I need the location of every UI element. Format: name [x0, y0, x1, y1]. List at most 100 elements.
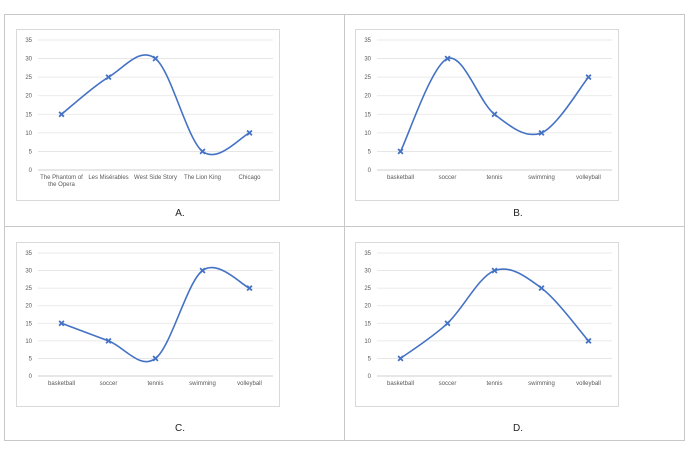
chart-b-svg: 0 5 10 15 20 25 30 35 basketball soccer tennis swim… [364, 38, 612, 181]
y-tick-label: 5 [29, 149, 33, 155]
data-point-marker [491, 111, 498, 118]
data-point-marker [105, 74, 112, 81]
x-tick-label: soccer [100, 381, 118, 387]
y-tick-label: 35 [25, 251, 32, 257]
y-tick-label: 35 [364, 251, 371, 257]
x-tick-label: the Opera [48, 182, 75, 188]
data-point-marker [246, 285, 253, 292]
x-tick-label: swimming [528, 381, 555, 387]
data-point-marker [199, 148, 206, 155]
y-tick-label: 5 [368, 356, 372, 362]
y-tick-label: 25 [25, 286, 32, 292]
data-point-marker [585, 74, 592, 81]
marker-stroke [105, 74, 112, 81]
marker-stroke [199, 267, 206, 274]
y-tick-label: 20 [25, 304, 32, 310]
y-tick-label: 0 [29, 168, 33, 174]
data-point-marker [444, 55, 451, 62]
y-tick-label: 25 [25, 75, 32, 81]
y-tick-label: 0 [29, 374, 33, 380]
x-tick-label: Les Misérables [88, 175, 128, 181]
data-point-marker [246, 129, 253, 136]
marker-stroke [538, 285, 545, 292]
marker-stroke [246, 129, 253, 136]
y-tick-label: 0 [368, 374, 372, 380]
x-tick-label: volleyball [237, 381, 262, 387]
y-tick-label: 30 [25, 57, 32, 63]
chart-d-svg: 0 5 10 15 20 25 30 35 basketball soccer tennis swim… [364, 251, 612, 387]
data-point-marker [397, 148, 404, 155]
series-line-d [400, 268, 590, 360]
y-tick-label: 15 [25, 321, 32, 327]
marker-stroke [152, 55, 159, 62]
y-tick-label: 15 [25, 112, 32, 118]
y-tick-label: 30 [25, 269, 32, 275]
y-tick-label: 5 [29, 356, 33, 362]
data-point-marker [58, 320, 65, 327]
marker-stroke [491, 267, 498, 274]
data-point-marker [397, 355, 404, 362]
x-tick-label: soccer [439, 175, 457, 181]
data-point-marker [152, 55, 159, 62]
x-tick-label: basketball [387, 381, 414, 387]
y-tick-label: 35 [25, 38, 32, 44]
marker-stroke [246, 285, 253, 292]
panel-a: 0 5 10 15 20 25 30 35 The Phantom of the Opera Les… [4, 14, 345, 227]
y-tick-label: 35 [364, 38, 371, 44]
marker-stroke [585, 74, 592, 81]
panel-b: 0 5 10 15 20 25 30 35 basketball soccer tennis swim… [344, 14, 685, 227]
y-tick-label: 25 [364, 75, 371, 81]
x-tick-label: swimming [528, 175, 555, 181]
panel-d-label: D. [513, 423, 523, 434]
x-tick-label: Chicago [238, 175, 261, 181]
y-tick-label: 0 [368, 168, 372, 174]
panel-c: 0 5 10 15 20 25 30 35 basketball soccer tennis swim… [4, 226, 345, 441]
marker-stroke [58, 111, 65, 118]
data-point-marker [491, 267, 498, 274]
y-tick-label: 15 [364, 112, 371, 118]
y-tick-label: 5 [368, 149, 372, 155]
series-line-a [61, 54, 250, 156]
marker-stroke [538, 129, 545, 136]
data-point-marker [58, 111, 65, 118]
y-tick-label: 20 [364, 94, 371, 100]
panel-a-label: A. [175, 208, 185, 219]
data-point-marker [199, 267, 206, 274]
x-tick-label: tennis [486, 175, 502, 181]
marker-stroke [585, 337, 592, 344]
data-point-marker [538, 285, 545, 292]
y-tick-label: 10 [25, 339, 32, 345]
marker-stroke [199, 148, 206, 155]
data-point-marker [444, 320, 451, 327]
chart-d: 0 5 10 15 20 25 30 35 basketball soccer tennis swim… [355, 242, 619, 407]
marker-stroke [491, 111, 498, 118]
chart-a: 0 5 10 15 20 25 30 35 The Phantom of the Opera Les… [16, 29, 280, 201]
x-tick-label: basketball [387, 175, 414, 181]
x-tick-label: tennis [486, 381, 502, 387]
marker-stroke [397, 148, 404, 155]
x-tick-label: swimming [189, 381, 216, 387]
marker-stroke [444, 320, 451, 327]
x-tick-label: tennis [147, 381, 163, 387]
y-tick-label: 25 [364, 286, 371, 292]
x-tick-label: soccer [439, 381, 457, 387]
chart-c: 0 5 10 15 20 25 30 35 basketball soccer tennis swim… [16, 242, 280, 407]
y-tick-label: 30 [364, 269, 371, 275]
marker-stroke [105, 337, 112, 344]
y-tick-label: 15 [364, 321, 371, 327]
series-line-b [399, 57, 590, 152]
marker-stroke [58, 320, 65, 327]
panel-d: 0 5 10 15 20 25 30 35 basketball soccer tennis swim… [344, 226, 685, 441]
series-line-c [61, 267, 250, 363]
data-point-marker [538, 129, 545, 136]
data-point-marker [585, 337, 592, 344]
chart-c-svg: 0 5 10 15 20 25 30 35 basketball soccer tennis swim… [25, 251, 273, 387]
y-tick-label: 10 [25, 131, 32, 137]
marker-stroke [152, 355, 159, 362]
panel-b-label: B. [513, 208, 523, 219]
x-tick-label: The Phantom of [40, 175, 83, 181]
chart-b: 0 5 10 15 20 25 30 35 basketball soccer tennis swim… [355, 29, 619, 201]
x-tick-label: The Lion King [184, 175, 221, 181]
x-tick-label: volleyball [576, 381, 601, 387]
marker-stroke [444, 55, 451, 62]
